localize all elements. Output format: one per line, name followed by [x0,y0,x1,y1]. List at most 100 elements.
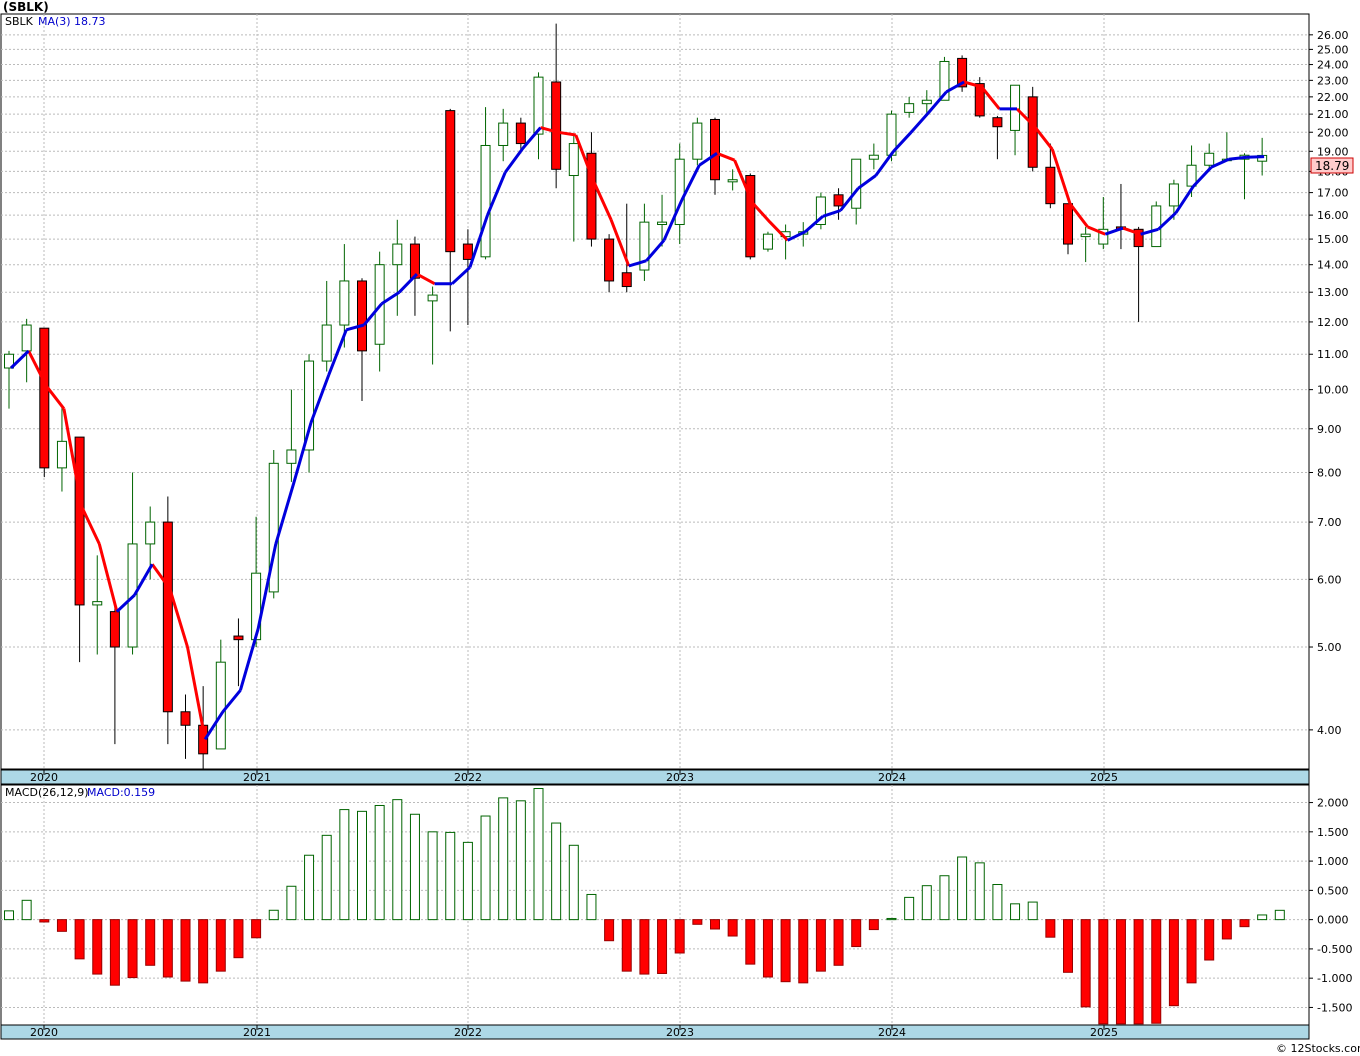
candle-body [1186,164,1197,187]
price-tick-label: 11.00 [1317,348,1349,361]
candle-body [851,158,862,209]
legend-ma: MA(3) [38,15,71,28]
price-tick-label: 6.00 [1317,573,1342,586]
watermark: © 12Stocks.com [1276,1042,1360,1055]
macd-bar [904,896,915,921]
macd-bars [4,788,1285,1025]
candle-body [462,243,473,260]
candle-body [445,110,456,253]
candle-body [992,117,1003,128]
candle-body [710,118,720,181]
candle-body [180,711,191,726]
macd-bar [109,919,120,986]
ma-line-up [9,80,1265,741]
macd-bar [268,909,279,921]
macd-bar [939,875,950,921]
macd-bar [427,831,438,921]
candle-body [868,154,879,160]
macd-bar [780,919,791,983]
candle-body [745,175,756,258]
price-tick-label: 13.00 [1317,286,1349,299]
candle-body [692,122,703,160]
macd-bar [480,815,491,921]
macd-bar [1221,919,1232,940]
candle-body [957,57,968,88]
candle-body [215,661,226,750]
x-axis-top: 2020 2021 2022 2023 2024 2025 [30,770,1118,784]
macd-bar [92,919,103,975]
price-tick-label: 25.00 [1317,43,1349,56]
price-tick-label: 10.00 [1317,384,1349,397]
candle-body [339,280,350,326]
candle-body [833,194,844,207]
macd-bar [357,810,367,921]
macd-bar [21,899,32,921]
macd-bar [1080,919,1091,1008]
candle-body [921,99,932,105]
candle-body [515,122,526,145]
candle-body [56,440,67,469]
price-tick-label: 19.00 [1317,145,1349,158]
macd-bar [180,919,191,982]
price-y-axis: 4.00 5.00 6.00 7.00 8.00 9.00 10.00 11.00 12.00 1… [1309,29,1349,737]
macd-bar [1098,919,1109,1025]
candle-body [727,179,738,183]
macd-bar [710,919,720,930]
macd-bar [215,919,226,972]
macd-bar [957,856,968,921]
candle-body [762,233,773,250]
candle-body [551,81,562,170]
macd-bar [198,919,209,984]
macd-legend-title: MACD(26,12,9) [5,786,89,799]
macd-panel [0,784,1310,1026]
macd-bar [1239,919,1250,928]
macd-bar [604,919,615,942]
macd-bar [339,809,350,921]
macd-bar [692,919,703,925]
x-tick-label-top: 2025 [1090,771,1118,784]
price-tick-label: 5.00 [1317,641,1342,654]
candle-body [674,158,685,226]
macd-bar [1274,909,1285,921]
macd-tick-label: -1.000 [1317,972,1352,985]
macd-bar [233,919,244,959]
price-tick-label: 14.00 [1317,259,1349,272]
macd-bar [1186,919,1197,984]
price-grid [1,14,1309,769]
last-price-label: 18.79 [1315,159,1349,173]
candle-body [1045,166,1056,205]
macd-bar [321,834,332,921]
candle-body [815,196,826,226]
candle-body [621,272,632,288]
macd-bar [974,862,985,921]
candle-body [568,143,579,177]
legend-ma-value: 18.73 [74,15,106,28]
candle-body [233,635,244,641]
price-tick-label: 26.00 [1317,29,1349,42]
candle-body [1063,203,1073,245]
x-tick-label-top: 2024 [878,771,906,784]
date-band-bottom [0,1024,1310,1040]
candle-body [1027,96,1038,168]
macd-bar [409,813,420,921]
candle-body [4,353,14,369]
macd-bar [4,910,14,921]
macd-bar [74,919,85,960]
macd-tick-label: -0.500 [1317,943,1352,956]
macd-bar [533,788,544,921]
macd-bar [445,831,456,921]
macd-bar [374,804,385,921]
candle-body [498,122,509,146]
candle-body [92,601,103,606]
candle-body [1098,228,1109,245]
macd-legend-value: MACD:0.159 [87,786,155,799]
x-tick-label-top: 2020 [30,771,58,784]
macd-bar [727,919,738,937]
macd-bar [127,919,138,979]
chart-title: (SBLK) [3,0,49,14]
x-tick-label-bottom: 2022 [454,1026,482,1039]
price-tick-label: 21.00 [1317,108,1349,121]
candle-body [604,238,615,282]
candle-body [357,280,367,352]
macd-bar [815,919,826,972]
